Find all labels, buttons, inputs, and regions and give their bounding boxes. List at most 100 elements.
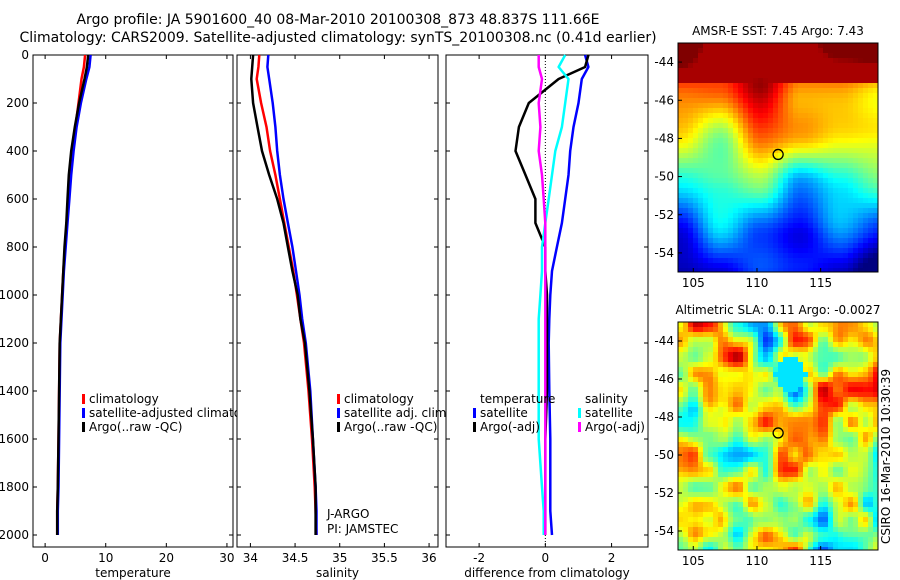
- heatmap-cell: [803, 367, 809, 373]
- y-tick-label: -46: [654, 93, 674, 107]
- heatmap-cell: [828, 198, 834, 204]
- heatmap-cell: [783, 372, 789, 378]
- heatmap-cell: [808, 258, 814, 264]
- heatmap-cell: [738, 417, 744, 423]
- heatmap-cell: [868, 457, 874, 463]
- heatmap-cell: [868, 392, 874, 398]
- heatmap-cell: [753, 148, 759, 154]
- heatmap-cell: [783, 63, 789, 69]
- heatmap-cell: [833, 258, 839, 264]
- heatmap-cell: [703, 43, 709, 49]
- heatmap-cell: [863, 233, 869, 239]
- heatmap-cell: [728, 527, 734, 533]
- heatmap-cell: [733, 517, 739, 523]
- heatmap-cell: [808, 248, 814, 254]
- heatmap-cell: [863, 73, 869, 79]
- heatmap-cell: [873, 387, 879, 393]
- heatmap-cell: [838, 472, 844, 478]
- heatmap-cell: [753, 188, 759, 194]
- heatmap-cell: [833, 382, 839, 388]
- heatmap-cell: [838, 233, 844, 239]
- heatmap-cell: [708, 532, 714, 538]
- heatmap-cell: [733, 382, 739, 388]
- heatmap-cell: [748, 367, 754, 373]
- heatmap-cell: [868, 108, 874, 114]
- heatmap-cell: [768, 63, 774, 69]
- heatmap-cell: [848, 507, 854, 513]
- heatmap-cell: [873, 362, 879, 368]
- heatmap-cell: [728, 547, 734, 551]
- heatmap-cell: [833, 362, 839, 368]
- heatmap-cell: [678, 63, 684, 69]
- heatmap-cell: [763, 397, 769, 403]
- heatmap-cell: [873, 357, 879, 363]
- heatmap-cell: [758, 392, 764, 398]
- x-tick-label: 105: [682, 276, 705, 290]
- heatmap-cell: [843, 228, 849, 234]
- heatmap-cell: [758, 482, 764, 488]
- heatmap-cell: [713, 88, 719, 94]
- heatmap-cell: [833, 183, 839, 189]
- heatmap-cell: [778, 477, 784, 483]
- heatmap-cell: [798, 208, 804, 214]
- heatmap-cell: [803, 532, 809, 538]
- heatmap-cell: [848, 397, 854, 403]
- heatmap-cell: [733, 342, 739, 348]
- heatmap-cell: [853, 118, 859, 124]
- heatmap-cell: [833, 73, 839, 79]
- heatmap-cell: [753, 497, 759, 503]
- heatmap-cell: [678, 243, 684, 249]
- heatmap-cell: [823, 193, 829, 199]
- heatmap-cell: [683, 228, 689, 234]
- heatmap-cell: [678, 377, 684, 383]
- heatmap-cell: [683, 502, 689, 508]
- heatmap-cell: [728, 58, 734, 64]
- heatmap-cell: [823, 447, 829, 453]
- heatmap-cell: [788, 472, 794, 478]
- heatmap-cell: [858, 432, 864, 438]
- heatmap-cell: [803, 158, 809, 164]
- heatmap-cell: [718, 457, 724, 463]
- heatmap-cell: [818, 332, 824, 338]
- heatmap-cell: [833, 502, 839, 508]
- heatmap-cell: [703, 233, 709, 239]
- heatmap-cell: [728, 78, 734, 84]
- heatmap-cell: [778, 103, 784, 109]
- heatmap-cell: [838, 482, 844, 488]
- heatmap-cell: [778, 43, 784, 49]
- heatmap-cell: [813, 522, 819, 528]
- heatmap-cell: [783, 347, 789, 353]
- heatmap-cell: [823, 467, 829, 473]
- heatmap-cell: [748, 362, 754, 368]
- heatmap-cell: [788, 268, 794, 273]
- heatmap-cell: [828, 163, 834, 169]
- heatmap-cell: [838, 457, 844, 463]
- heatmap-cell: [843, 517, 849, 523]
- heatmap-cell: [778, 357, 784, 363]
- heatmap-cell: [788, 512, 794, 518]
- heatmap-cell: [833, 482, 839, 488]
- heatmap-cell: [818, 143, 824, 149]
- heatmap-cell: [783, 178, 789, 184]
- heatmap-cell: [748, 487, 754, 493]
- heatmap-cell: [733, 93, 739, 99]
- heatmap-cell: [678, 178, 684, 184]
- heatmap-cell: [758, 507, 764, 513]
- heatmap-cell: [868, 138, 874, 144]
- heatmap-cell: [793, 238, 799, 244]
- heatmap-cell: [708, 163, 714, 169]
- heatmap-cell: [743, 397, 749, 403]
- y-tick-label: 400: [6, 144, 29, 158]
- heatmap-cell: [873, 337, 879, 343]
- heatmap-cell: [838, 183, 844, 189]
- heatmap-cell: [823, 263, 829, 269]
- heatmap-cell: [683, 452, 689, 458]
- heatmap-cell: [738, 148, 744, 154]
- heatmap-cell: [728, 507, 734, 513]
- heatmap-cell: [813, 322, 819, 328]
- heatmap-cell: [813, 118, 819, 124]
- heatmap-cell: [758, 53, 764, 59]
- heatmap-cell: [728, 258, 734, 264]
- heatmap-cell: [723, 118, 729, 124]
- heatmap-cell: [688, 128, 694, 134]
